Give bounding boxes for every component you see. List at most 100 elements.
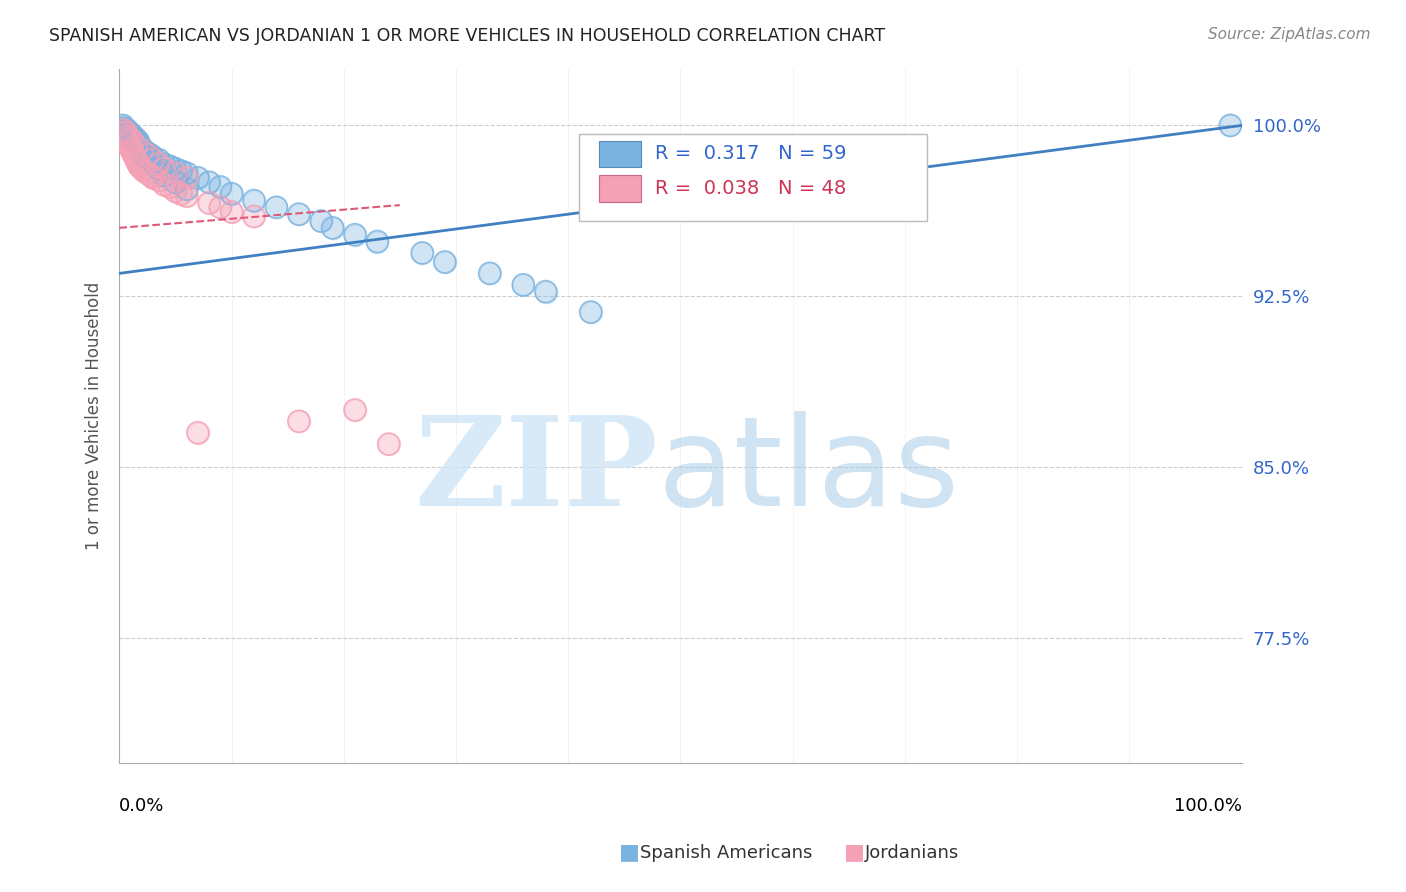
Point: [209, 180, 232, 194]
Point: [136, 166, 159, 180]
Point: [366, 235, 388, 249]
Point: [148, 161, 170, 176]
Point: [125, 139, 148, 153]
Point: [288, 414, 311, 428]
Point: [122, 129, 145, 144]
Text: 100.0%: 100.0%: [1174, 797, 1241, 815]
Point: [142, 153, 165, 167]
Point: [159, 160, 181, 174]
Point: [142, 154, 165, 169]
Point: [121, 128, 143, 142]
Point: [159, 180, 181, 194]
Point: [120, 129, 142, 144]
Point: [121, 128, 143, 142]
Point: [209, 180, 232, 194]
Point: [120, 141, 142, 155]
Point: [343, 403, 366, 417]
Point: [115, 123, 138, 137]
Point: [221, 186, 243, 201]
Text: R =  0.317   N = 59: R = 0.317 N = 59: [655, 145, 846, 163]
Point: [165, 161, 187, 176]
Point: [121, 132, 143, 146]
Point: [176, 189, 198, 203]
Point: [115, 125, 138, 139]
Point: [142, 154, 165, 169]
Point: [142, 170, 165, 185]
Point: [112, 128, 135, 142]
Point: [165, 185, 187, 199]
Point: [148, 153, 170, 167]
Point: [114, 123, 136, 137]
Point: [176, 189, 198, 203]
Text: ZIP: ZIP: [415, 410, 658, 532]
Point: [266, 200, 288, 214]
Point: [121, 134, 143, 148]
Point: [288, 207, 311, 221]
Point: [187, 425, 209, 440]
Point: [176, 182, 198, 196]
Point: [127, 157, 149, 171]
Point: [117, 125, 139, 139]
Point: [127, 139, 149, 153]
Point: [115, 123, 138, 137]
Point: [121, 132, 143, 146]
Text: Source: ZipAtlas.com: Source: ZipAtlas.com: [1208, 27, 1371, 42]
Point: [124, 134, 146, 148]
Point: [1219, 119, 1241, 133]
Point: [579, 305, 602, 319]
Point: [165, 166, 187, 180]
Point: [153, 169, 176, 183]
Point: [121, 132, 143, 146]
Point: [112, 123, 135, 137]
Point: [148, 173, 170, 187]
Y-axis label: 1 or more Vehicles in Household: 1 or more Vehicles in Household: [86, 282, 103, 549]
Point: [153, 178, 176, 192]
Bar: [599, 141, 641, 167]
Point: [127, 139, 149, 153]
Point: [377, 437, 399, 451]
Point: [366, 235, 388, 249]
Point: [187, 425, 209, 440]
Point: [198, 195, 221, 210]
Point: [117, 128, 139, 142]
Point: [142, 150, 165, 164]
Point: [187, 170, 209, 185]
Point: [209, 200, 232, 214]
Point: [124, 150, 146, 164]
Point: [433, 255, 456, 269]
Point: [124, 134, 146, 148]
Point: [165, 161, 187, 176]
Point: [111, 125, 134, 139]
Point: [111, 119, 134, 133]
Point: [131, 141, 153, 155]
Point: [266, 200, 288, 214]
Point: [321, 220, 343, 235]
Point: [131, 144, 153, 158]
Point: [117, 128, 139, 142]
Point: [198, 175, 221, 189]
Point: [121, 144, 143, 158]
Point: [127, 154, 149, 169]
Point: [165, 175, 187, 189]
FancyBboxPatch shape: [579, 135, 928, 221]
Point: [243, 210, 266, 224]
Point: [411, 246, 433, 260]
Point: [148, 161, 170, 176]
Point: [112, 128, 135, 142]
Point: [124, 134, 146, 148]
Point: [115, 123, 138, 137]
Point: [127, 154, 149, 169]
Point: [115, 125, 138, 139]
Point: [411, 246, 433, 260]
Point: [132, 164, 155, 178]
Point: [131, 144, 153, 158]
Point: [121, 132, 143, 146]
Point: [165, 175, 187, 189]
Text: R =  0.038   N = 48: R = 0.038 N = 48: [655, 179, 846, 198]
Point: [478, 266, 501, 280]
Point: [221, 205, 243, 219]
Point: [128, 160, 150, 174]
Text: SPANISH AMERICAN VS JORDANIAN 1 OR MORE VEHICLES IN HOUSEHOLD CORRELATION CHART: SPANISH AMERICAN VS JORDANIAN 1 OR MORE …: [49, 27, 886, 45]
Point: [142, 150, 165, 164]
Point: [153, 157, 176, 171]
